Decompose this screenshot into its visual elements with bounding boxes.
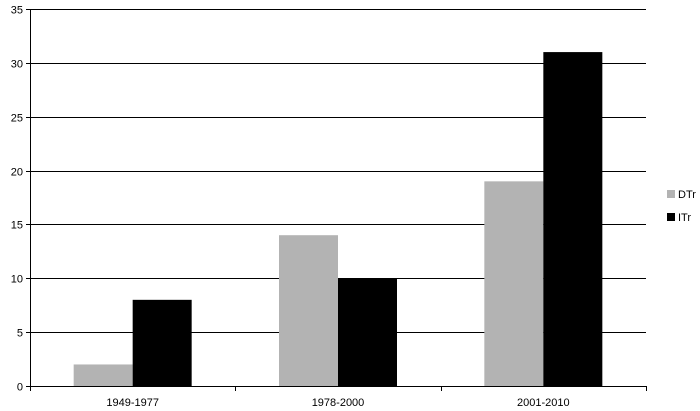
- bar-dtr-1949-1977: [73, 364, 133, 386]
- x-category-label: 1978-2000: [312, 397, 365, 409]
- bars: [73, 52, 603, 386]
- y-tick-label: 35: [11, 5, 23, 17]
- legend-label-itr: ITr: [678, 212, 691, 224]
- legend: DTr ITr: [667, 189, 696, 224]
- y-tick-label: 5: [17, 328, 23, 340]
- bar-dtr-1978-2000: [279, 235, 338, 386]
- bar-itr-2001-2010: [543, 52, 603, 386]
- y-axis-ticks: 0 5 10 15 20 25 30 35: [11, 5, 30, 394]
- gridlines: [30, 9, 646, 333]
- y-tick-label: 15: [11, 220, 23, 232]
- x-category-label: 2001-2010: [517, 397, 570, 409]
- bar-dtr-2001-2010: [484, 181, 544, 386]
- y-tick-label: 30: [11, 59, 23, 71]
- y-tick-label: 25: [11, 113, 23, 125]
- x-axis-categories: 1949-1977 1978-2000 2001-2010: [106, 397, 569, 409]
- bar-itr-1978-2000: [338, 278, 397, 386]
- legend-swatch-itr: [667, 213, 675, 221]
- axes: [30, 9, 647, 391]
- y-tick-label: 0: [17, 382, 23, 394]
- y-tick-label: 10: [11, 274, 23, 286]
- x-category-label: 1949-1977: [106, 397, 159, 409]
- legend-swatch-dtr: [667, 190, 675, 198]
- bar-itr-1949-1977: [132, 299, 192, 386]
- legend-label-dtr: DTr: [678, 189, 696, 201]
- y-tick-label: 20: [11, 167, 23, 179]
